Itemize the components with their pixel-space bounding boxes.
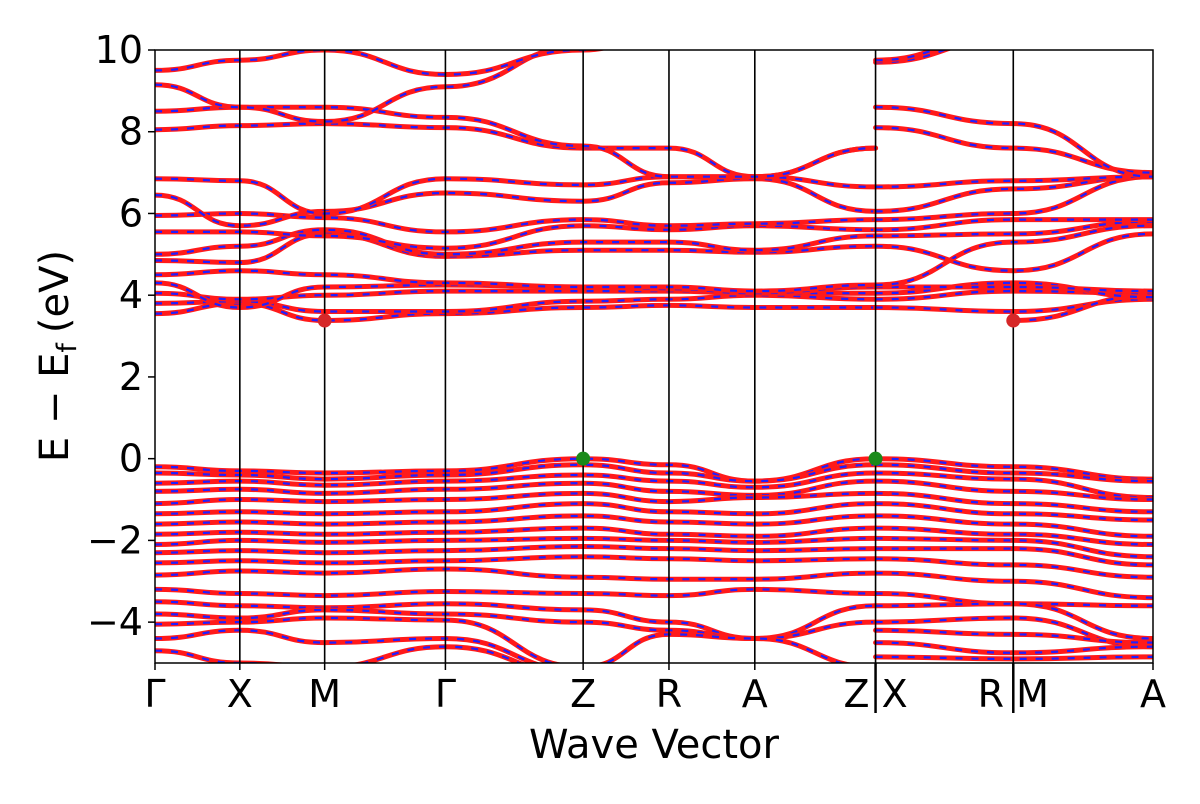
x-tick-label-1: X <box>227 672 253 716</box>
x-axis-title: Wave Vector <box>529 722 780 768</box>
x-tick-label-6: A <box>742 672 768 716</box>
band-line-spin-down-18 <box>875 175 1153 221</box>
x-tick-label-9: A <box>1140 672 1166 716</box>
x-tick-label-0: Γ <box>144 672 165 716</box>
band-line-spin-down-52 <box>875 557 1153 579</box>
band-line-spin-down-5 <box>155 289 876 301</box>
band-line-spin-up-29 <box>155 50 606 78</box>
band-line-spin-up-30 <box>873 50 939 63</box>
band-line-spin-up-63 <box>155 627 541 663</box>
band-line-spin-down-28 <box>875 50 948 64</box>
band-line-spin-down-46 <box>875 527 1153 546</box>
y-ticks: −4 −2 0 2 4 6 8 10 <box>87 28 155 644</box>
band-line-spin-down-61 <box>155 616 847 663</box>
band-line-spin-down-0 <box>155 302 876 322</box>
y-axis-title-sub: f <box>52 342 83 353</box>
band-line-spin-down-22 <box>875 175 1153 188</box>
band-line-spin-down-38 <box>875 480 1153 501</box>
bands-layer <box>155 50 1153 663</box>
band-line-spin-up-26 <box>873 104 1153 180</box>
band-line-spin-down-53 <box>155 567 876 581</box>
y-tick-label-6: 8 <box>119 110 143 154</box>
band-line-spin-down-44 <box>875 514 1153 538</box>
y-tick-label-1: −2 <box>87 518 143 562</box>
band-line-spin-up-41 <box>155 501 879 517</box>
x-tick-label-3: Γ <box>435 672 456 716</box>
band-line-spin-down-24 <box>875 126 1153 174</box>
x-tick-label-2: M <box>308 672 341 716</box>
band-line-spin-down-26 <box>875 106 1153 178</box>
y-tick-label-4: 4 <box>119 273 143 317</box>
cbm-marker-1 <box>1006 313 1021 328</box>
band-line-spin-down-20 <box>875 175 1153 213</box>
band-line-spin-up-66 <box>873 654 1153 662</box>
band-line-spin-down-66 <box>875 655 1153 661</box>
band-line-spin-down-60 <box>875 616 1153 648</box>
y-tick-label-7: 10 <box>95 28 143 72</box>
band-line-spin-up-25 <box>155 104 879 180</box>
plot-frame <box>154 49 1154 664</box>
x-tick-label-7: Z X <box>843 672 907 716</box>
y-axis-title-unit: (eV) <box>32 250 78 333</box>
band-line-spin-down-54 <box>875 572 1153 599</box>
band-line-spin-down-2 <box>1013 294 1153 322</box>
vbm-marker-2 <box>576 451 591 466</box>
kpoint-lines <box>239 50 1015 713</box>
band-line-spin-up-17 <box>155 210 879 235</box>
band-line-spin-down-48 <box>875 537 1153 558</box>
band-line-spin-up-27 <box>155 50 563 125</box>
y-tick-label-5: 6 <box>119 191 143 235</box>
y-tick-label-3: 2 <box>119 355 143 399</box>
x-tick-label-4: Z <box>570 672 596 716</box>
y-axis-title: E − Ef (eV) <box>32 250 83 462</box>
band-line-spin-down-32 <box>875 457 1153 481</box>
band-line-spin-down-40 <box>875 492 1153 513</box>
band-line-spin-down-50 <box>875 547 1153 566</box>
band-line-spin-down-6 <box>875 281 1153 299</box>
band-line-spin-down-41 <box>155 502 876 515</box>
x-tick-label-5: R <box>656 672 682 716</box>
band-line-spin-down-12 <box>875 232 1153 272</box>
y-tick-label-2: 0 <box>119 437 143 481</box>
band-line-spin-down-58 <box>875 602 1153 640</box>
band-line-spin-down-25 <box>155 106 876 178</box>
band-line-spin-up-53 <box>155 566 879 582</box>
vbm-marker-3 <box>868 451 883 466</box>
band-line-spin-down-36 <box>875 471 1153 499</box>
band-line-spin-down-56 <box>875 592 1153 607</box>
band-line-spin-down-62 <box>875 629 1153 644</box>
band-line-spin-down-57 <box>155 600 876 640</box>
band-line-spin-down-8 <box>875 285 1153 293</box>
band-line-spin-down-34 <box>875 463 1153 483</box>
band-line-spin-down-16 <box>875 218 1153 231</box>
band-line-spin-down-64 <box>875 641 1153 654</box>
y-tick-label-0: −4 <box>87 600 143 644</box>
band-line-spin-down-1 <box>875 298 1153 313</box>
band-line-spin-up-65 <box>155 644 526 663</box>
band-line-spin-up-33 <box>155 462 879 484</box>
band-line-spin-down-14 <box>875 220 1153 237</box>
band-line-spin-down-42 <box>875 502 1153 522</box>
y-axis-title-main: E − E <box>32 353 78 463</box>
extrema-markers <box>317 313 1021 466</box>
band-line-spin-down-13 <box>155 228 876 256</box>
cbm-marker-0 <box>317 313 332 328</box>
x-tick-label-8: R M <box>978 672 1049 716</box>
